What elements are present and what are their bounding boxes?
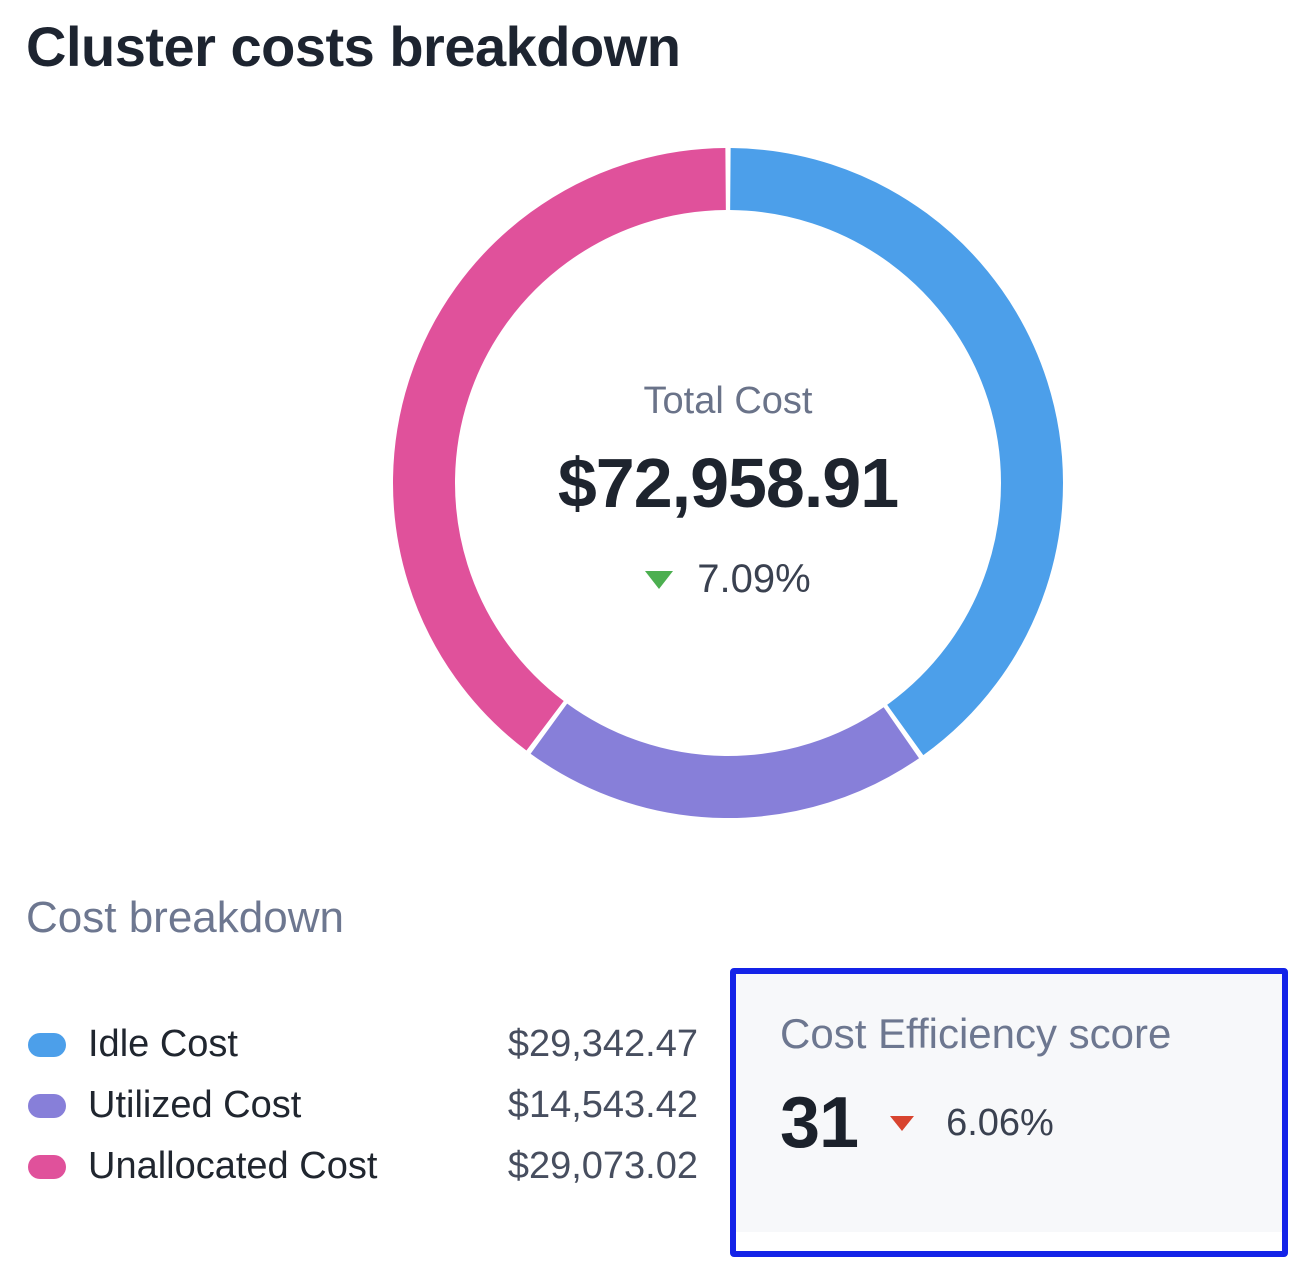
utilized-cost-swatch-icon — [28, 1093, 66, 1118]
legend-value: $14,543.42 — [507, 1084, 698, 1126]
legend-item-utilized-cost[interactable]: Utilized Cost $14,543.42 — [28, 1075, 698, 1136]
legend-value: $29,073.02 — [507, 1145, 698, 1187]
donut-segment-unallocated-cost[interactable] — [393, 148, 726, 751]
cost-efficiency-score: 31 — [780, 1083, 859, 1163]
donut-segment-utilized-cost[interactable] — [530, 703, 920, 818]
legend-label: Utilized Cost — [88, 1084, 302, 1126]
idle-cost-swatch-icon — [28, 1032, 66, 1057]
donut-segment-idle-cost[interactable] — [730, 148, 1063, 756]
donut-chart-svg[interactable] — [388, 143, 1068, 823]
cost-efficiency-heading: Cost Efficiency score — [780, 1010, 1172, 1057]
cost-breakdown-heading: Cost breakdown — [26, 893, 344, 942]
unallocated-cost-swatch-icon — [28, 1154, 66, 1179]
cost-efficiency-card[interactable]: Cost Efficiency score 31 6.06% — [736, 974, 1282, 1232]
cost-efficiency-score-row: 31 6.06% — [780, 1082, 1282, 1164]
page-title: Cluster costs breakdown — [26, 15, 681, 78]
cost-efficiency-change: 6.06% — [946, 1101, 1054, 1144]
legend-label: Idle Cost — [88, 1023, 238, 1065]
legend-value: $29,342.47 — [507, 1023, 698, 1065]
legend-item-idle-cost[interactable]: Idle Cost $29,342.47 — [28, 1014, 698, 1075]
donut-chart: Total Cost $72,958.91 7.09% — [388, 143, 1068, 823]
trend-down-icon — [890, 1115, 915, 1131]
legend-item-unallocated-cost[interactable]: Unallocated Cost $29,073.02 — [28, 1136, 698, 1197]
cost-breakdown-legend: Idle Cost $29,342.47 Utilized Cost $14,5… — [28, 1014, 698, 1197]
legend-label: Unallocated Cost — [88, 1145, 378, 1187]
